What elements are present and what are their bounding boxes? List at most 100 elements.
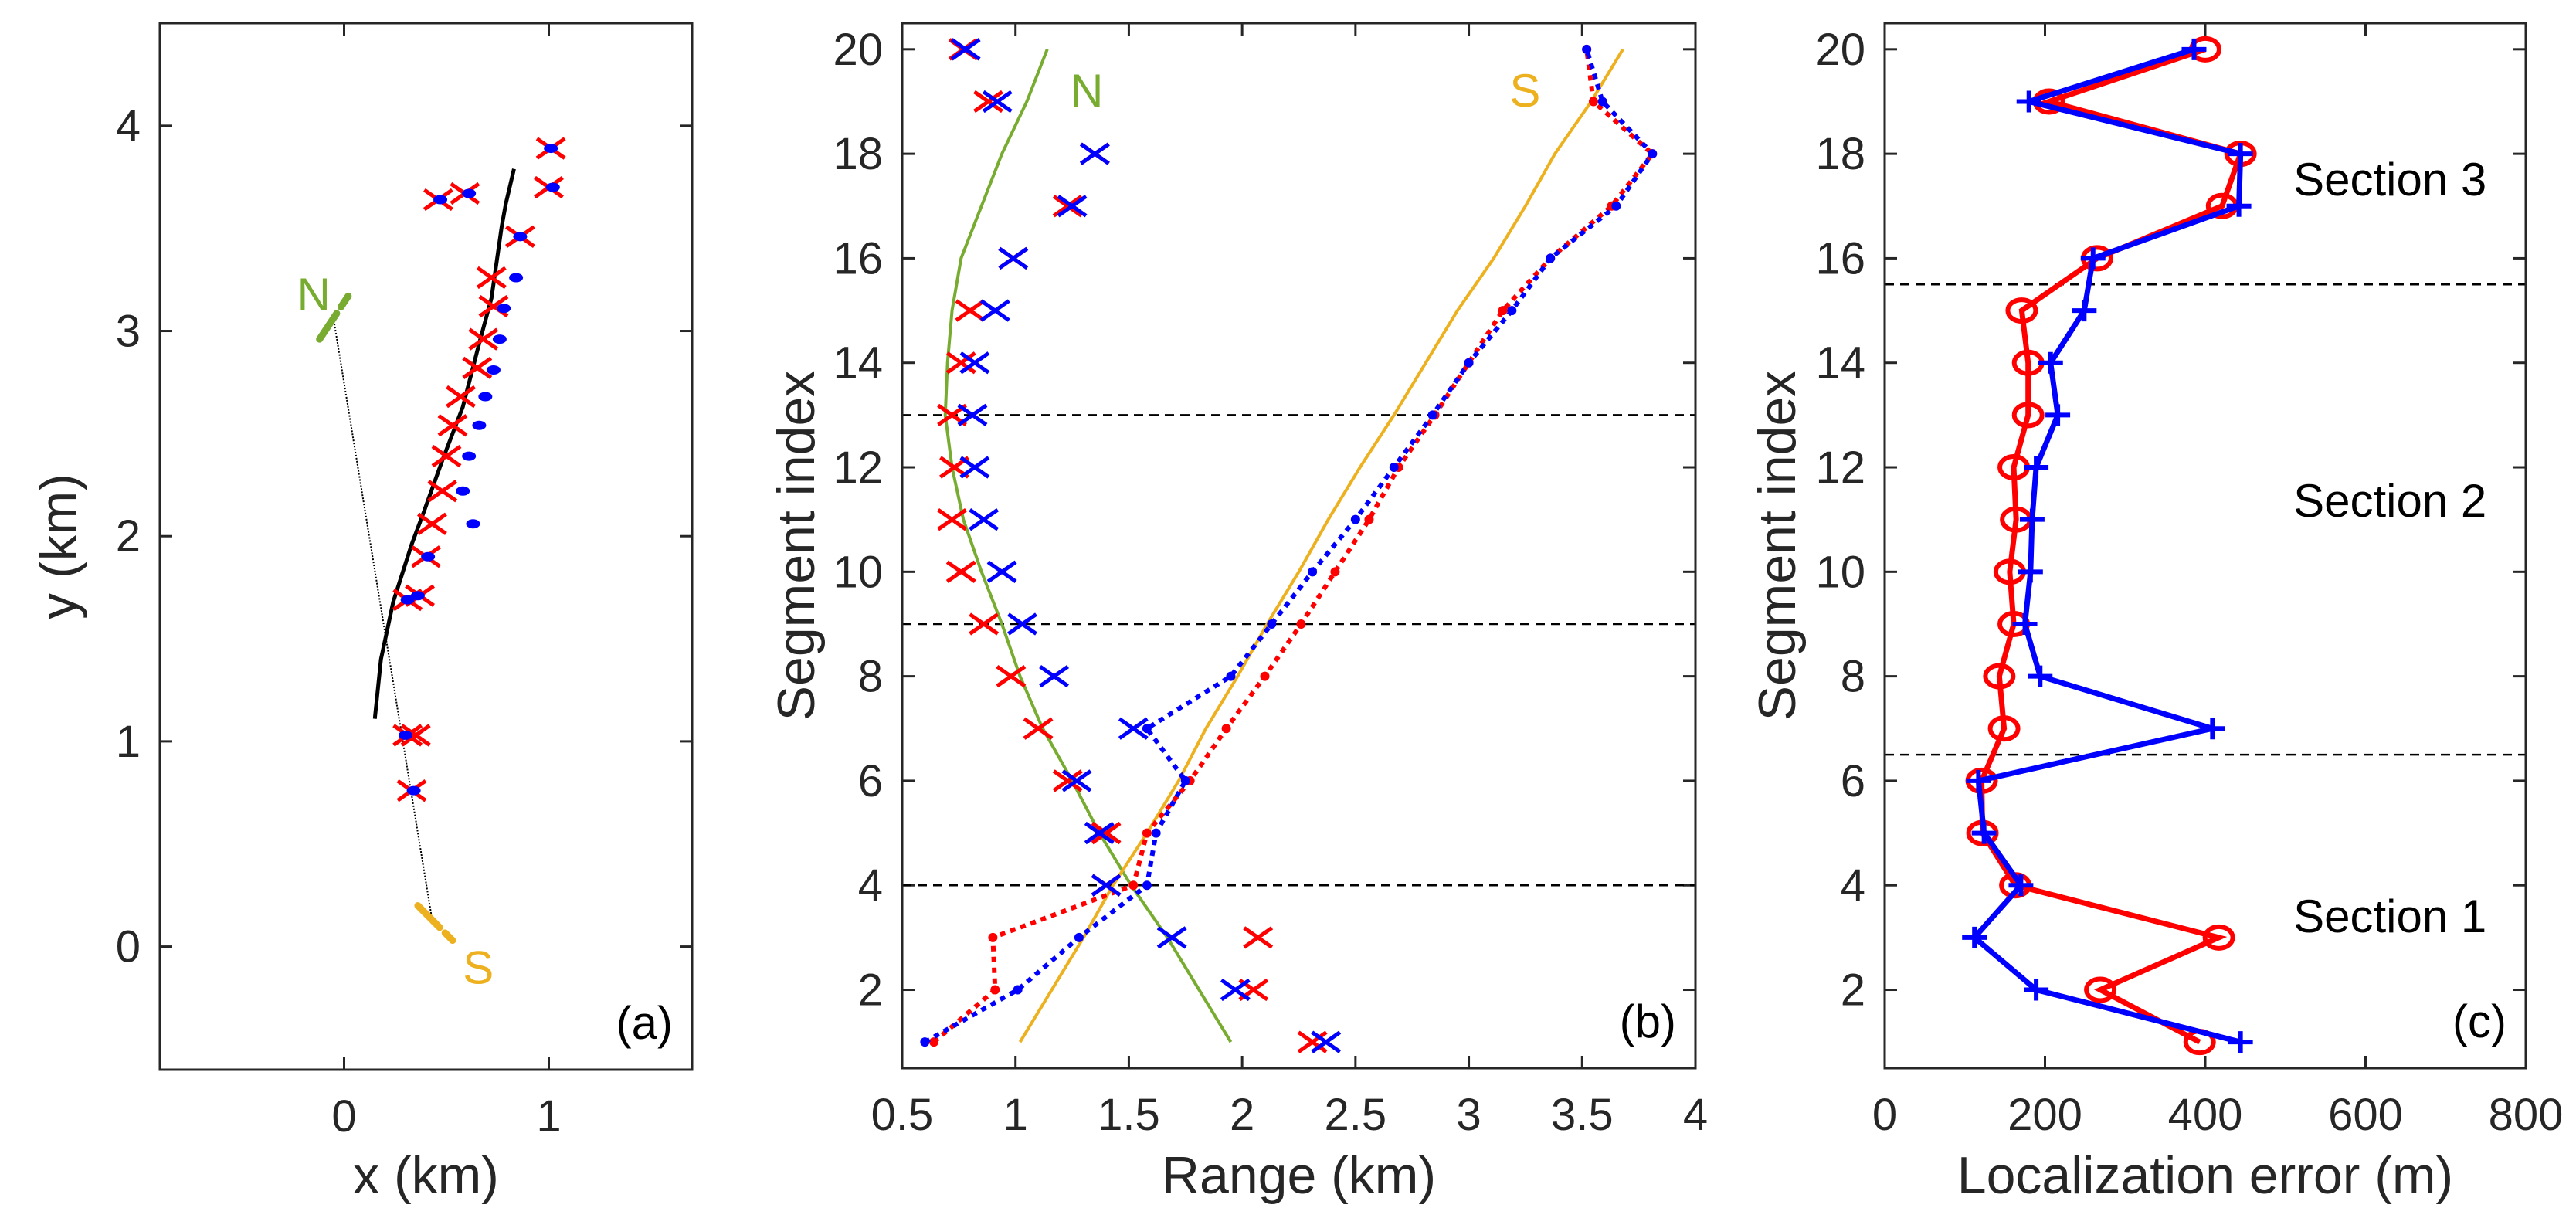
plus-marker [2228,1031,2253,1053]
blue-dot-marker [462,188,477,198]
red-x-marker [476,266,507,290]
plus-marker [2018,561,2043,583]
y-tick-label: 6 [858,756,883,806]
y-axis-label: Segment index [767,371,826,721]
y-tick-label: 18 [833,129,883,179]
y-tick-label: 18 [1815,129,1865,179]
circle-marker [2011,402,2045,429]
blue-dot-marker [400,595,415,605]
y-tick-label: 2 [1841,965,1865,1016]
red-x-marker [1091,821,1122,845]
plus-marker [2045,404,2071,426]
blue-dot-marker [466,519,480,529]
blue-dot-marker [497,304,511,314]
red-dotted-point [1330,567,1340,577]
blue-dotted-point [1142,880,1152,891]
blue-dotted-point [1350,514,1360,524]
red-x-marker [955,299,986,322]
blue-x-marker [982,90,1013,114]
blue-x-marker [1311,1030,1342,1053]
blue-dotted-point [1507,306,1517,316]
x-tick-label: 400 [2168,1090,2243,1140]
blue-dot-marker [544,144,558,154]
y-tick-label: 12 [833,443,883,493]
blue-x-marker [969,508,1000,531]
plus-marker [2200,718,2225,740]
blue-x-marker [1156,926,1187,949]
red-dotted-point [1142,828,1152,838]
red-x-marker [468,327,499,351]
x-tick-label: 4 [1683,1090,1708,1140]
blue-dotted-point [1226,671,1236,681]
y-axis-label: Segment index [1748,371,1807,721]
blue-dotted-point [920,1037,930,1047]
blue-dot-marker [492,334,507,344]
blue-dotted-line [923,48,1656,1044]
array-label-S: S [1509,65,1540,117]
circle-marker [2084,976,2117,1003]
x-tick-label: 800 [2489,1090,2564,1140]
plus-marker [2028,665,2053,687]
y-tick-label: 14 [833,338,883,388]
blue-x-marker [1220,978,1251,1002]
array-label-N: N [297,269,331,321]
plus-marker [1971,822,1997,844]
blue-dot-marker [472,420,487,430]
red-x-marker [1297,1030,1328,1053]
blue-dotted-point [1597,97,1607,107]
panel-label: (b) [1620,996,1676,1047]
plus-marker [2024,979,2049,1001]
x-tick-label: 200 [2008,1090,2082,1140]
x-tick-label: 1 [536,1091,561,1142]
x-axis-label: Range (km) [1162,1146,1436,1205]
panel-c: 0 200 400 600 800 2 4 6 8 10 12 14 16 18 20 Localizatio… [1748,22,2564,1205]
panel-a: 0 1 0 1 2 3 4 x (km) y (km) (a) N S [29,22,694,1205]
red-x-marker [1243,926,1274,949]
blue-x-marker [959,351,990,375]
blue-dot-marker [486,365,501,375]
x-tick-label: 1.5 [1098,1090,1160,1140]
y-tick-label: 1 [116,717,141,767]
red-x-marker [937,508,967,531]
blue-dotted-point [1180,775,1190,785]
plus-marker [2072,300,2097,322]
y-tick-label: 6 [1841,756,1865,806]
blue-x-marker [1091,874,1122,897]
axes-box [901,22,1697,1070]
plus-marker [2019,508,2045,531]
blue-dot-marker [410,591,425,601]
blue-dotted-point [1427,410,1437,420]
circle-marker [1987,715,2021,742]
y-tick-label: 10 [833,547,883,597]
array-label-S: S [463,941,494,993]
S-array-line [414,901,456,945]
blue-x-marker [957,403,988,427]
blue-dotted-point [1308,567,1318,577]
red-x-marker [400,724,431,747]
y-tick-label: 16 [1815,233,1865,283]
red-x-marker [996,664,1027,688]
blue-dotted-point [1151,828,1161,838]
blue-dot-marker [456,486,470,496]
plus-marker [1962,926,1987,948]
x-tick-label: 1 [1003,1090,1028,1140]
x-tick-label: 0.5 [871,1090,934,1140]
blue-x-marker [1084,821,1115,845]
red-x-marker [1052,769,1083,792]
y-tick-label: 16 [833,233,883,283]
plus-marker [2008,874,2034,897]
blue-dotted-point [1389,463,1399,473]
circle-marker [2202,924,2235,951]
circle-marker [1983,663,2016,690]
blue-x-marker [950,38,981,61]
blue-plus-line [1970,46,2244,1045]
y-tick-label: 8 [858,652,883,702]
red-dotted-point [1296,619,1306,629]
plus-marker [2080,247,2106,270]
red-x-marker [417,512,447,535]
blue-dotted-point [1546,253,1556,263]
N-line [943,49,1233,1043]
blue-x-marker [1007,612,1037,636]
blue-x-marker [1057,195,1088,218]
panel-b: 0.5 1 1.5 2 2.5 3 3.5 4 2 4 6 8 10 12 14 16 18 20 Range (k… [767,22,1708,1205]
